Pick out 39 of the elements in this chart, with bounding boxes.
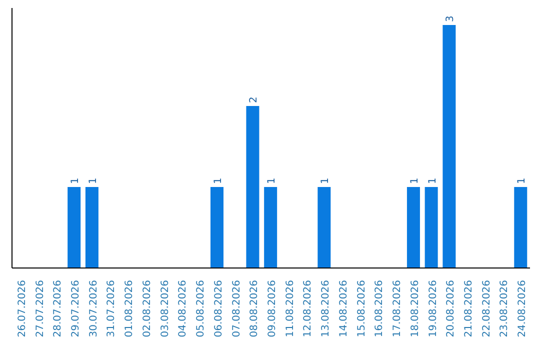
- x-tick-label: 16.08.2026: [374, 280, 386, 338]
- x-tick-label: 26.07.2026: [16, 280, 28, 338]
- x-tick-label: 21.08.2026: [463, 280, 474, 338]
- x-tick-label: 01.08.2026: [124, 280, 136, 338]
- x-tick-label: 04.08.2026: [178, 280, 189, 338]
- x-tick-label: 27.07.2026: [34, 280, 46, 338]
- x-tick-label: 13.08.2026: [320, 280, 332, 338]
- x-tick-label: 11.08.2026: [284, 280, 296, 338]
- x-tick-label: 24.08.2026: [517, 280, 528, 338]
- data-label: 1: [320, 178, 332, 184]
- x-tick-label: 12.08.2026: [302, 280, 314, 338]
- x-tick-label: 17.08.2026: [392, 280, 404, 338]
- data-label: 1: [70, 178, 82, 184]
- x-tick-label: 02.08.2026: [142, 280, 153, 338]
- data-label: 1: [88, 178, 99, 184]
- x-tick-label: 31.07.2026: [106, 280, 118, 338]
- data-label: 1: [266, 178, 278, 184]
- x-tick-label: 28.07.2026: [52, 280, 64, 338]
- x-tick-label: 07.08.2026: [231, 280, 242, 338]
- data-label: 1: [516, 178, 528, 184]
- x-tick-label: 09.08.2026: [267, 280, 278, 338]
- x-tick-label: 15.08.2026: [356, 280, 368, 338]
- x-tick-label: 20.08.2026: [446, 280, 457, 338]
- data-label: 2: [248, 96, 260, 104]
- x-tick-label: 14.08.2026: [338, 280, 350, 338]
- data-label: 3: [445, 16, 456, 22]
- x-tick-label: 19.08.2026: [428, 280, 439, 338]
- data-label: 1: [212, 178, 224, 184]
- x-tick-label: 08.08.2026: [249, 280, 260, 338]
- x-tick-label: 22.08.2026: [481, 280, 492, 338]
- x-tick-label: 18.08.2026: [410, 280, 421, 338]
- x-tick-label: 30.07.2026: [88, 280, 100, 338]
- x-tick-label: 23.08.2026: [499, 280, 510, 338]
- data-label: 1: [427, 178, 438, 184]
- data-label: 1: [409, 178, 420, 184]
- x-tick-label: 03.08.2026: [160, 280, 171, 338]
- x-tick-label: 06.08.2026: [213, 280, 224, 338]
- x-tick-label: 29.07.2026: [70, 280, 82, 338]
- x-tick-label: 05.08.2026: [196, 280, 207, 338]
